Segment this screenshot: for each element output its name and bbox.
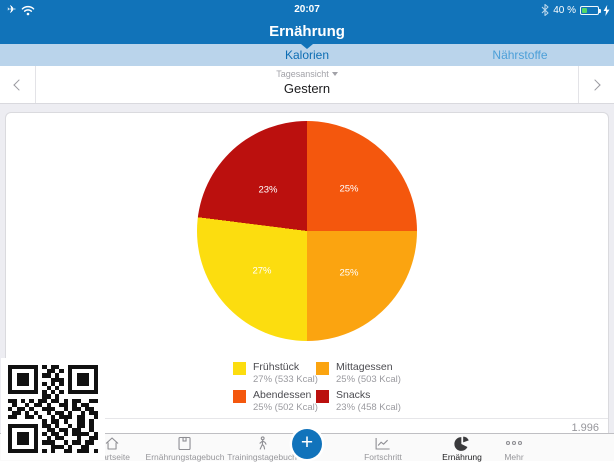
calories-chart-card: 25% 25% 27% 23% Frühstück 27% (533 Kcal)…	[5, 112, 609, 434]
chevron-down-icon	[331, 72, 338, 76]
airplane-mode-icon: ✈	[7, 3, 17, 16]
status-right-icons: 40 %	[541, 0, 610, 20]
pie-chart-icon	[454, 436, 469, 451]
legend-swatch	[233, 390, 246, 403]
legend-detail: 25% (503 Kcal)	[336, 374, 401, 385]
legend-swatch	[233, 362, 246, 375]
home-icon	[105, 437, 119, 450]
date-mode-label[interactable]: Tagesansicht	[0, 69, 614, 79]
calories-pie-chart	[197, 121, 417, 341]
wifi-icon	[21, 5, 35, 15]
tabbar-item-fortschritt[interactable]: Fortschritt	[364, 435, 402, 462]
tab-naehrstoffe[interactable]: Nährstoffe	[492, 48, 548, 62]
date-view-selector[interactable]: Tagesansicht Gestern	[0, 69, 614, 96]
nav-header: Ernährung	[0, 20, 614, 44]
battery-icon	[580, 5, 601, 15]
tab-kalorien[interactable]: Kalorien	[284, 48, 330, 62]
legend-item-snacks: Snacks 23% (458 Kcal)	[316, 389, 401, 414]
legend-name: Abendessen	[253, 389, 312, 401]
battery-fill	[582, 7, 587, 13]
qr-code-watermark	[1, 358, 105, 460]
legend-swatch	[316, 362, 329, 375]
diary-icon	[178, 436, 192, 451]
pie-slice-label: 27%	[252, 265, 272, 277]
legend-item-abendessen: Abendessen 25% (502 Kcal)	[233, 389, 318, 414]
legend-detail: 25% (502 Kcal)	[253, 402, 318, 413]
battery-percent-label: 40 %	[553, 4, 576, 16]
add-entry-button[interactable]: +	[292, 429, 322, 459]
date-nav-bar: Tagesansicht Gestern	[0, 66, 614, 104]
pie-slice-label: 25%	[339, 267, 359, 279]
charging-bolt-icon	[603, 4, 610, 16]
status-left-icons: ✈	[7, 0, 35, 20]
walking-person-icon	[259, 436, 267, 450]
status-time: 20:07	[294, 4, 320, 15]
total-kcal-value: 1.996	[571, 422, 599, 434]
page-title: Ernährung	[269, 23, 345, 40]
legend-name: Snacks	[336, 389, 371, 401]
tabbar-item-ernaehrungstagebuch[interactable]: Ernährungstagebuch	[146, 435, 224, 462]
legend-name: Mittagessen	[336, 361, 393, 373]
pie-slice-label: 25%	[339, 183, 359, 195]
legend-item-mittagessen: Mittagessen 25% (503 Kcal)	[316, 361, 401, 386]
legend-swatch	[316, 390, 329, 403]
legend-detail: 27% (533 Kcal)	[253, 374, 318, 385]
divider	[6, 418, 608, 419]
pie-slice-label: 23%	[258, 184, 278, 196]
date-value: Gestern	[283, 81, 331, 96]
status-bar: ✈ 20:07 40 %	[0, 0, 614, 20]
selected-tab-marker-icon	[301, 44, 313, 49]
legend-detail: 23% (458 Kcal)	[336, 402, 401, 413]
legend-item-fruehstueck: Frühstück 27% (533 Kcal)	[233, 361, 318, 386]
tabbar-item-trainingstagebuch[interactable]: Trainingstagebuch	[227, 435, 297, 462]
bluetooth-icon	[541, 4, 549, 16]
progress-chart-icon	[375, 438, 390, 450]
segmented-tab-strip: Kalorien Nährstoffe	[0, 44, 614, 66]
tabbar-item-mehr[interactable]: Mehr	[504, 435, 524, 462]
tabbar-item-startseite[interactable]: Startseite	[94, 435, 130, 462]
legend-name: Frühstück	[253, 361, 300, 373]
tabbar-item-ernaehrung[interactable]: Ernährung	[442, 435, 482, 462]
more-dots-icon	[505, 440, 523, 446]
